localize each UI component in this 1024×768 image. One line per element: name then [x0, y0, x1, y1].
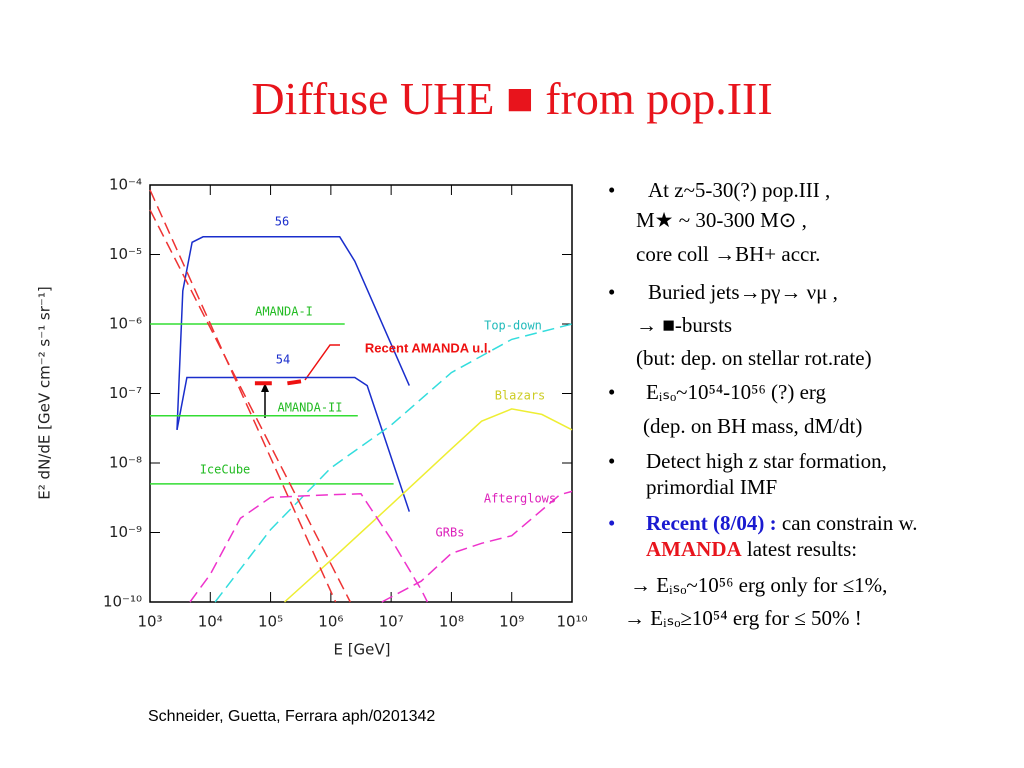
series-label: Blazars: [495, 389, 546, 403]
bullet: •: [608, 449, 616, 473]
x-tick-label: 10³: [137, 613, 162, 631]
series-label: 54: [276, 353, 290, 367]
bullet-text: AMANDA latest results:: [646, 537, 857, 562]
series-label: Top-down: [484, 319, 542, 333]
series-label: AMANDA-I: [255, 305, 313, 319]
bullet-text: (dep. on BH mass, dM/dt): [643, 414, 863, 438]
series-label: AMANDA-II: [277, 401, 342, 415]
result-line: → Eᵢₛₒ≥10⁵⁴ erg for ≤ 50% !: [624, 606, 862, 630]
y-tick-label: 10⁻¹⁰: [103, 593, 142, 611]
x-tick-label: 10⁴: [198, 613, 223, 631]
y-tick-label: 10⁻⁴: [109, 176, 142, 194]
bullet-text: → ■-bursts: [636, 313, 733, 337]
text: can constrain w.: [776, 511, 918, 535]
bullet-text: Detect high z star formation,: [646, 449, 887, 473]
y-axis-label: E² dN/dE [GeV cm⁻² s⁻¹ sr⁻¹]: [36, 286, 54, 499]
x-tick-label: 10⁹: [499, 613, 524, 631]
result-line: → Eᵢₛₒ~10⁵⁶ erg only for ≤1%,: [630, 573, 888, 597]
bullet-text: core coll →BH+ accr.: [636, 242, 821, 266]
x-axis-label: E [GeV]: [333, 641, 390, 659]
series-line: [176, 376, 411, 512]
bullet-text: Recent (8/04) : can constrain w.: [646, 511, 918, 536]
bullet-text: primordial IMF: [646, 475, 778, 499]
bullet-text: M★ ~ 30-300 M⊙ ,: [636, 208, 807, 232]
slide-title: Diffuse UHE ■ from pop.III: [251, 73, 773, 124]
y-tick-label: 10⁻⁶: [109, 315, 142, 333]
y-tick-label: 10⁻⁷: [109, 384, 142, 402]
annotation-arrow: [304, 344, 340, 381]
bullet: •: [608, 178, 616, 202]
series-line: [149, 189, 337, 603]
series-label: Afterglows: [484, 492, 556, 506]
series-line: [149, 209, 351, 603]
x-tick-label: 10¹⁰: [556, 613, 587, 631]
bullet-text: At z~5-30(?) pop.III ,: [648, 178, 831, 202]
arrow-head: [261, 383, 269, 392]
series-line: [176, 236, 410, 430]
y-tick-label: 10⁻⁵: [109, 245, 142, 263]
x-tick-label: 10⁵: [258, 613, 283, 631]
series-line: [189, 493, 429, 603]
text: latest results:: [741, 537, 858, 561]
bullet-text: Buried jets→pγ→ νμ ,: [648, 280, 838, 304]
series-label: IceCube: [200, 463, 251, 477]
x-tick-label: 10⁶: [318, 613, 343, 631]
bullet-text: (but: dep. on stellar rot.rate): [636, 346, 872, 370]
series-line: [214, 323, 573, 603]
highlight: AMANDA: [646, 537, 742, 561]
series-line: [283, 408, 573, 603]
series-line: [254, 379, 302, 386]
x-tick-label: 10⁸: [439, 613, 464, 631]
y-tick-label: 10⁻⁹: [109, 523, 142, 541]
series-line: [381, 490, 573, 603]
series-label: Recent AMANDA u.l.: [365, 340, 491, 355]
highlight: Recent (8/04) :: [646, 511, 777, 535]
bullet: •: [608, 511, 616, 535]
series-label: 56: [275, 215, 289, 229]
bullet-text: Eᵢₛₒ~10⁵⁴-10⁵⁶ (?) erg: [646, 380, 827, 404]
bullet: •: [608, 380, 616, 404]
series-label: GRBs: [436, 526, 465, 540]
citation: Schneider, Guetta, Ferrara aph/0201342: [148, 708, 436, 725]
x-tick-label: 10⁷: [379, 613, 404, 631]
y-tick-label: 10⁻⁸: [109, 454, 142, 472]
bullet: •: [608, 280, 616, 304]
